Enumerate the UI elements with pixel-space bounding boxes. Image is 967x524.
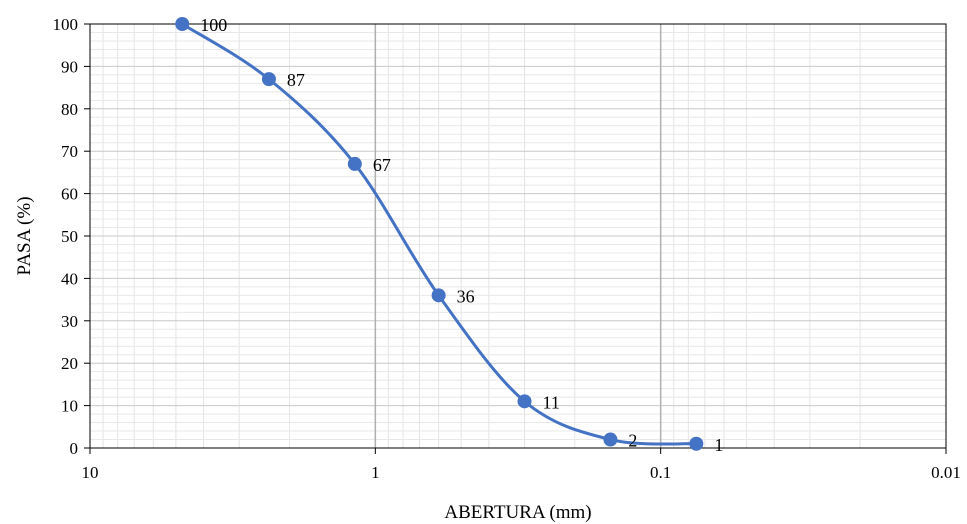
y-axis-title: PASA (%) xyxy=(14,196,35,275)
data-label: 67 xyxy=(373,155,391,175)
y-tick-label: 40 xyxy=(61,269,78,288)
x-axis-ticks: 10 1 0.1 0.01 xyxy=(82,448,961,482)
x-tick-label: 10 xyxy=(82,463,99,482)
x-tick-label: 0.1 xyxy=(650,463,671,482)
y-tick-label: 50 xyxy=(61,227,78,246)
y-axis-ticks: 0 10 20 30 40 50 60 70 80 90 100 xyxy=(53,15,91,458)
data-label: 100 xyxy=(200,15,227,35)
y-tick-label: 100 xyxy=(53,15,79,34)
data-point xyxy=(518,394,532,408)
data-point xyxy=(175,17,189,31)
y-tick-label: 70 xyxy=(61,142,78,161)
y-tick-label: 20 xyxy=(61,354,78,373)
series-points xyxy=(175,17,703,451)
x-tick-label: 1 xyxy=(371,463,380,482)
series-line xyxy=(182,24,696,444)
data-point xyxy=(262,72,276,86)
x-tick-label: 0.01 xyxy=(931,463,961,482)
data-point xyxy=(348,157,362,171)
data-point xyxy=(432,288,446,302)
y-tick-label: 90 xyxy=(61,57,78,76)
data-label: 1 xyxy=(714,435,723,455)
data-label: 87 xyxy=(287,70,305,90)
y-tick-label: 60 xyxy=(61,185,78,204)
x-axis-title: ABERTURA (mm) xyxy=(444,502,591,523)
data-point xyxy=(689,437,703,451)
major-gridlines xyxy=(90,24,946,448)
y-tick-label: 10 xyxy=(61,397,78,416)
y-tick-label: 0 xyxy=(70,439,79,458)
data-label: 2 xyxy=(628,431,637,451)
data-label: 36 xyxy=(457,286,475,306)
data-point xyxy=(603,433,617,447)
y-tick-label: 80 xyxy=(61,100,78,119)
data-label: 11 xyxy=(543,392,560,412)
y-tick-label: 30 xyxy=(61,312,78,331)
